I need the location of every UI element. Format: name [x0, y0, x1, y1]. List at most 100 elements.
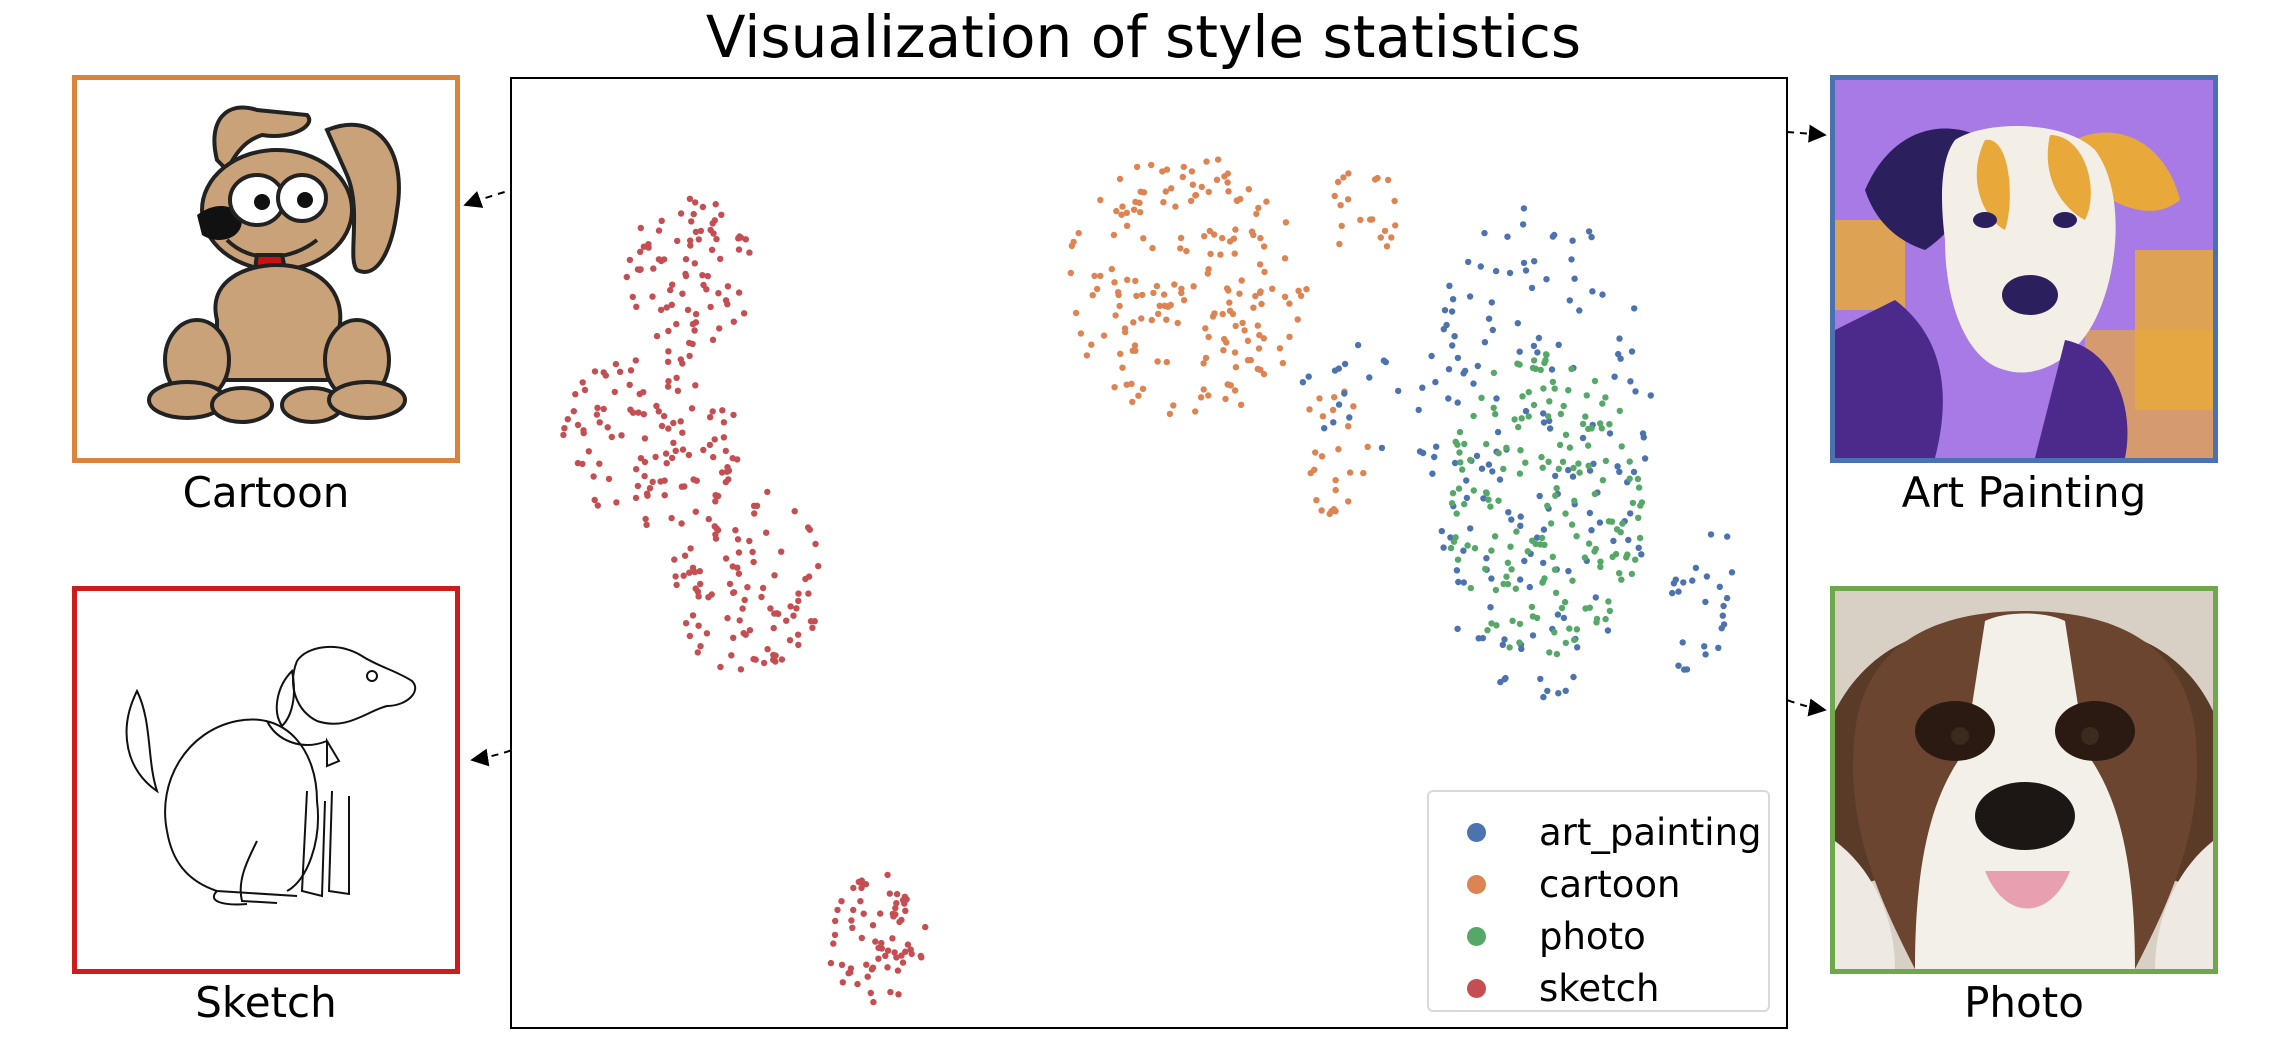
point-art-painting — [1536, 492, 1543, 500]
point-sketch — [746, 537, 753, 545]
point-photo — [1490, 369, 1498, 377]
point-photo — [1618, 443, 1625, 450]
point-sketch — [724, 283, 732, 290]
point-photo — [1450, 538, 1458, 545]
point-art-painting — [1465, 258, 1472, 266]
point-art-painting — [1454, 399, 1461, 406]
point-cartoon — [1210, 231, 1218, 238]
point-cartoon — [1250, 304, 1257, 311]
point-cartoon — [1257, 366, 1264, 373]
point-art-painting — [1454, 625, 1461, 632]
point-photo — [1456, 449, 1463, 456]
point-sketch — [714, 492, 722, 500]
point-photo — [1453, 510, 1460, 517]
point-cartoon — [1178, 285, 1185, 292]
point-sketch — [700, 446, 707, 454]
point-photo — [1540, 385, 1547, 392]
scatter-plot — [560, 156, 1736, 1006]
point-photo — [1619, 520, 1626, 527]
point-sketch — [682, 270, 689, 278]
point-art-painting — [1521, 557, 1528, 565]
point-sketch — [692, 310, 700, 318]
point-cartoon — [1067, 269, 1074, 277]
point-cartoon — [1258, 300, 1265, 308]
point-sketch — [893, 890, 901, 898]
point-cartoon — [1223, 285, 1231, 292]
point-photo — [1585, 462, 1592, 469]
legend-marker-sketch — [1467, 979, 1486, 998]
point-photo — [1504, 559, 1512, 566]
point-sketch — [570, 408, 577, 415]
point-photo — [1585, 540, 1593, 547]
point-sketch — [778, 656, 786, 663]
point-sketch — [764, 646, 771, 653]
point-art-painting — [1543, 276, 1550, 283]
point-sketch — [602, 372, 609, 379]
point-cartoon — [1391, 197, 1398, 205]
point-photo — [1626, 475, 1633, 482]
point-sketch — [886, 890, 893, 897]
point-sketch — [590, 473, 597, 480]
legend-item-cartoon: cartoon — [1429, 860, 1768, 910]
point-photo — [1573, 533, 1580, 540]
point-sketch — [650, 265, 657, 272]
point-sketch — [682, 620, 690, 627]
point-photo — [1568, 365, 1575, 373]
point-cartoon — [1286, 333, 1293, 340]
point-sketch — [709, 408, 716, 415]
point-cartoon — [1332, 477, 1339, 484]
point-sketch — [750, 655, 757, 663]
point-photo — [1636, 534, 1644, 542]
point-sketch — [641, 458, 649, 466]
point-cartoon — [1256, 261, 1264, 268]
point-art-painting — [1528, 284, 1536, 292]
point-sketch — [594, 502, 601, 509]
point-cartoon — [1247, 356, 1254, 364]
point-art-painting — [1534, 349, 1541, 356]
point-art-painting — [1565, 466, 1572, 474]
point-sketch — [791, 508, 798, 515]
point-sketch — [922, 923, 929, 931]
point-cartoon — [1075, 229, 1082, 237]
point-art-painting — [1341, 390, 1348, 397]
point-photo — [1455, 485, 1463, 492]
point-sketch — [878, 945, 885, 952]
point-cartoon — [1318, 507, 1325, 514]
point-cartoon — [1177, 234, 1185, 242]
legend: art_painting cartoon photo sketch — [1427, 790, 1770, 1012]
point-sketch — [708, 591, 715, 598]
point-art-painting — [1445, 395, 1452, 402]
point-art-painting — [1460, 547, 1467, 554]
point-art-painting — [1540, 559, 1547, 567]
point-cartoon — [1384, 176, 1392, 184]
point-sketch — [767, 605, 774, 612]
point-cartoon — [1318, 453, 1326, 460]
point-photo — [1617, 529, 1624, 536]
point-art-painting — [1488, 575, 1495, 582]
point-art-painting — [1454, 354, 1462, 362]
point-cartoon — [1236, 290, 1243, 297]
point-art-painting — [1551, 231, 1558, 239]
point-art-painting — [1548, 366, 1556, 373]
point-sketch — [605, 475, 613, 483]
point-art-painting — [1299, 379, 1307, 386]
point-sketch — [887, 988, 894, 996]
art-painting-dog-picture — [1835, 80, 2213, 458]
point-photo — [1448, 500, 1456, 507]
point-cartoon — [1197, 394, 1205, 401]
point-cartoon — [1294, 316, 1301, 323]
point-photo — [1532, 365, 1539, 372]
point-cartoon — [1148, 316, 1155, 324]
legend-item-art-painting: art_painting — [1429, 808, 1768, 858]
point-cartoon — [1230, 235, 1238, 242]
point-cartoon — [1132, 277, 1139, 285]
point-art-painting — [1596, 519, 1604, 526]
point-sketch — [635, 409, 642, 416]
point-sketch — [739, 605, 746, 612]
legend-label-cartoon: cartoon — [1539, 863, 1681, 906]
point-sketch — [661, 492, 668, 499]
point-sketch — [697, 227, 705, 235]
point-sketch — [902, 948, 909, 955]
point-sketch — [794, 631, 802, 638]
point-art-painting — [1632, 388, 1639, 395]
